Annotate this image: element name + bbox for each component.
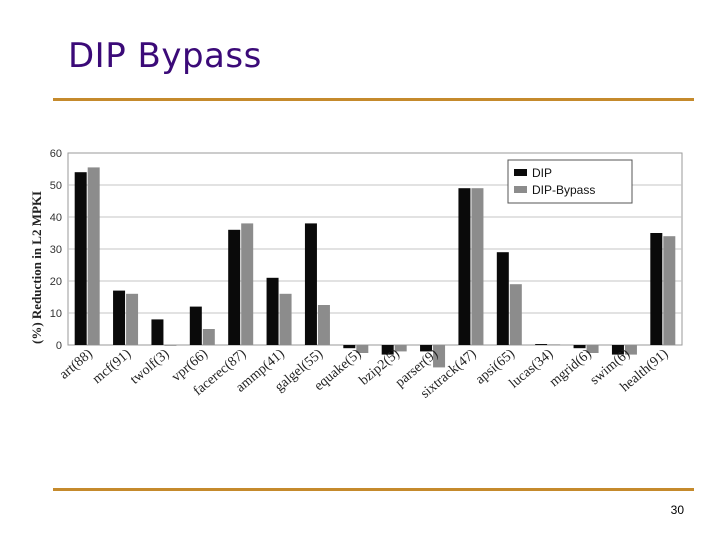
page-number: 30 — [670, 503, 684, 517]
y-tick-label: 20 — [50, 276, 62, 288]
bar-dip-bypass — [126, 293, 139, 345]
bar-dip-bypass — [471, 188, 484, 345]
bar-dip-bypass — [87, 167, 100, 345]
y-axis-label: (%) Reduction in L2 MPKI — [29, 191, 44, 344]
bar-dip — [573, 345, 586, 349]
x-axis-labels: art(88)mcf(91)twolf(3)vpr(66)facerec(87)… — [57, 346, 672, 401]
y-tick-label: 40 — [50, 212, 62, 224]
bar-dip — [381, 345, 394, 355]
bar-dip — [228, 229, 241, 345]
legend-label-dip-bypass: DIP-Bypass — [532, 183, 595, 197]
bar-dip-bypass — [394, 345, 407, 352]
legend-swatch-dip — [514, 169, 527, 176]
bar-dip — [458, 188, 471, 345]
x-category-label: mgrid(6) — [547, 346, 595, 390]
legend-box — [507, 159, 633, 204]
x-category-label: mcf(91) — [90, 346, 134, 387]
bar-dip-bypass — [279, 293, 292, 345]
bars — [74, 167, 676, 368]
bar-dip — [151, 319, 164, 345]
bar-dip-bypass — [202, 329, 215, 345]
y-tick-label: 10 — [50, 308, 62, 320]
bar-dip-bypass — [356, 345, 369, 353]
x-category-label: lucas(34) — [507, 346, 557, 391]
bar-dip-bypass — [509, 284, 522, 345]
legend-label-dip: DIP — [532, 166, 552, 180]
bar-dip — [343, 345, 356, 349]
bar-dip — [266, 277, 279, 345]
bar-dip — [650, 233, 663, 345]
legend-swatch-dip-bypass — [514, 186, 527, 193]
bar-dip — [611, 345, 624, 355]
bar-dip-bypass — [586, 345, 599, 353]
bar-dip-bypass — [624, 345, 637, 355]
legend: DIP DIP-Bypass — [507, 159, 633, 204]
bar-dip-bypass — [241, 223, 254, 345]
bar-dip — [535, 344, 548, 345]
bar-dip-bypass — [548, 344, 561, 346]
bottom-divider — [53, 488, 694, 491]
bar-dip — [74, 172, 87, 345]
bar-dip — [189, 306, 202, 345]
bar-dip-bypass — [164, 345, 177, 346]
top-divider — [53, 98, 694, 101]
y-tick-label: 30 — [50, 244, 62, 256]
bar-dip-bypass — [317, 305, 330, 345]
y-tick-label: 50 — [50, 180, 62, 192]
bar-dip-bypass — [433, 345, 446, 368]
slide-title: DIP Bypass — [68, 36, 262, 76]
bar-dip-bypass — [663, 236, 676, 345]
bar-dip — [420, 345, 433, 352]
bar-dip — [496, 252, 509, 345]
y-tick-label: 60 — [50, 148, 62, 160]
y-axis-ticks: 0 10 20 30 40 50 60 — [50, 148, 62, 352]
x-category-label: twolf(3) — [128, 346, 173, 387]
y-tick-label: 0 — [56, 340, 62, 352]
bar-dip — [304, 223, 317, 345]
bar-dip — [113, 290, 126, 345]
